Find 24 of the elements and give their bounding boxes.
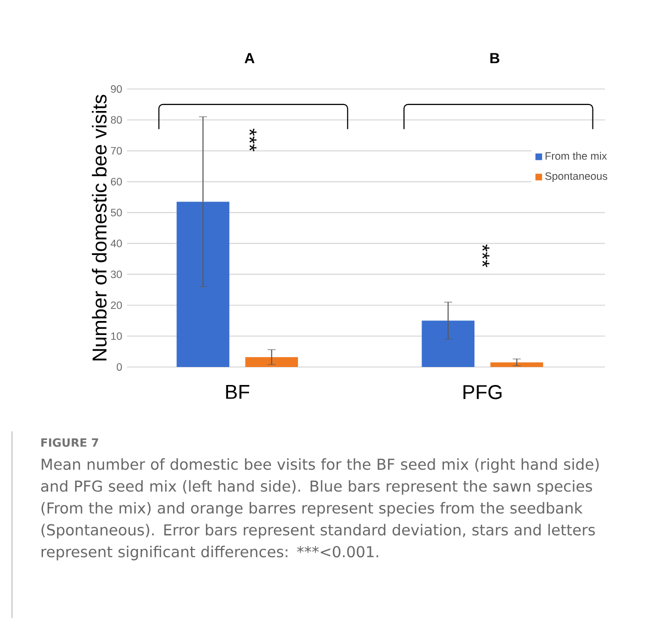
y-axis-title: Number of domestic bee visits — [92, 94, 107, 360]
y-tick-label: 0 — [116, 363, 122, 371]
y-tick-label: 30 — [110, 270, 122, 278]
y-tick-label: 10 — [111, 332, 122, 340]
y-tick-label: 90 — [110, 85, 122, 93]
x-tick-label: PFG — [464, 385, 502, 400]
y-tick-label: 70 — [110, 147, 122, 155]
text: B — [490, 53, 500, 64]
y-tick-label: 50 — [110, 208, 122, 216]
bar — [245, 357, 298, 367]
caption: FIGURE 7 — [41, 438, 98, 447]
annotation: *** — [482, 244, 490, 268]
text: A — [244, 53, 254, 64]
annotation: *** — [249, 128, 256, 152]
x-tick-label: BF — [226, 385, 250, 399]
y-tick-label: 80 — [110, 116, 122, 124]
y-tick-label: 20 — [110, 301, 122, 309]
legend-label: Spontaneous — [545, 172, 608, 182]
bar — [422, 320, 474, 367]
y-tick-label: 60 — [110, 178, 122, 186]
bar — [490, 362, 544, 367]
y-tick-label: 40 — [110, 240, 122, 248]
text: Mean number of domestic bee visits for the BF seed mix (right hand side) and PFG seed mix (left hand side). Blue bars represent the sawn species (From the mix) and orange barres represent species from the seedbank (Spontaneous). Error bars represent standard deviation, stars and letters represent significant differences: ***<0.001. — [41, 458, 599, 560]
legend-label: From the mix — [546, 152, 607, 160]
